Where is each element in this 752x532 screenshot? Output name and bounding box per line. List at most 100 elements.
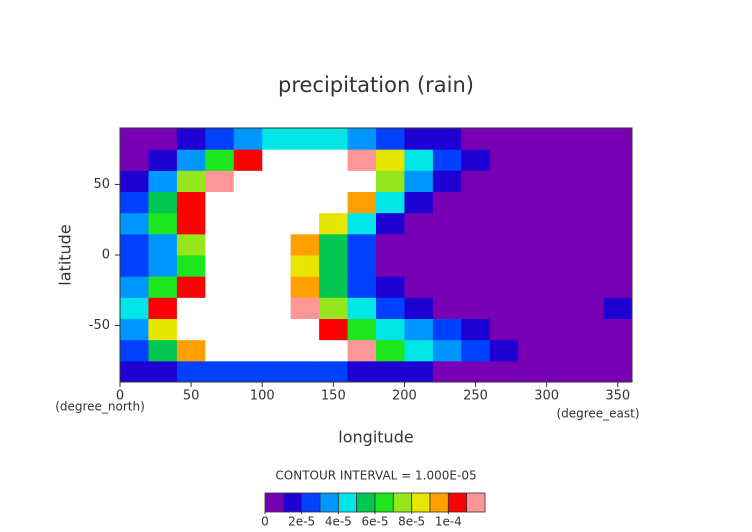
contour-cell [575,191,605,214]
colorbar-tick-label: 8e-5 [398,515,425,529]
contour-cell [404,255,434,277]
contour-cell [518,233,548,256]
contour-cell [176,149,206,171]
contour-cell [290,233,320,256]
contour-cell [376,360,405,383]
contour-cell [205,212,235,235]
contour-cell [176,170,206,192]
contour-cell [432,212,462,235]
contour-cell [489,170,519,192]
contour-cell [347,255,377,277]
contour-cell [461,318,491,341]
contour-cell [518,297,548,319]
contour-cell [319,128,349,150]
contour-cell [546,297,576,319]
contour-cell [262,149,292,171]
x-tick-label: 50 [183,389,200,404]
contour-cell [319,212,349,235]
contour-cell [461,339,491,362]
contour-cell [319,191,349,214]
contour-cell [432,318,462,341]
contour-cell [461,191,491,214]
colorbar-box [337,492,358,513]
contour-cell [489,255,519,277]
contour-cell [603,360,633,383]
contour-cell [290,297,320,319]
contour-cell [603,318,633,341]
contour-cell [290,128,320,150]
contour-cell [262,170,292,192]
contour-cell [262,233,292,256]
contour-cell [176,191,206,214]
contour-cell [176,276,206,298]
contour-cell [176,233,206,256]
contour-cell [347,360,377,383]
x-tick-label: 350 [605,389,630,404]
colorbar-box [392,492,413,513]
contour-cell [205,170,235,192]
contour-cell [404,233,434,256]
contour-cell [290,318,320,341]
contour-cell [575,318,605,341]
contour-cell [120,212,149,235]
contour-cell [205,233,235,256]
contour-cell [404,297,434,319]
contour-cell [518,318,548,341]
contour-cell [603,339,633,362]
x-tick-label: 200 [392,389,417,404]
contour-cell [120,339,149,362]
contour-cell [432,339,462,362]
contour-cell [432,360,462,383]
contour-cell [518,255,548,277]
contour-cell [347,191,377,214]
contour-cell [432,276,462,298]
contour-cell [148,233,178,256]
contour-cell [120,191,149,214]
contour-cell [461,297,491,319]
contour-cell [262,191,292,214]
colorbar-tick-label: 6e-5 [362,515,389,529]
contour-cell [319,339,349,362]
chart-title: precipitation (rain) [278,73,474,97]
contour-cell [120,149,149,171]
contour-cell [262,128,292,150]
contour-cell [518,276,548,298]
contour-cell [376,318,405,341]
contour-cell [376,191,405,214]
contour-cell [176,128,206,150]
contour-cell [575,149,605,171]
contour-cell [432,170,462,192]
contour-cell [262,318,292,341]
contour-cell [489,233,519,256]
contour-cell [376,255,405,277]
contour-cell [603,233,633,256]
axes: 0 50 100 150 200 250 300 350 -50 0 50 [89,127,633,404]
contour-cell [120,297,149,319]
contour-cell [262,360,292,383]
contour-cell [603,255,633,277]
contour-cell [290,255,320,277]
contour-cell [432,149,462,171]
contour-cell [546,339,576,362]
contour-cell [319,297,349,319]
contour-cell [233,360,263,383]
contour-cell [575,212,605,235]
contour-cell [205,255,235,277]
contour-cell [205,360,235,383]
contour-cell [404,170,434,192]
contour-cell [546,170,576,192]
contour-cell [148,128,178,150]
contour-cell [404,339,434,362]
colorbar-tick-label: 0 [261,515,269,529]
contour-cell [233,318,263,341]
contour-cell [546,149,576,171]
x-tick-label: 300 [534,389,559,404]
contour-cell [432,128,462,150]
x-tick-label: 0 [116,389,124,404]
contour-cell [148,191,178,214]
contour-cell [233,191,263,214]
contour-cell [518,149,548,171]
contour-cell [461,360,491,383]
contour-cell [205,149,235,171]
contour-cell [376,339,405,362]
